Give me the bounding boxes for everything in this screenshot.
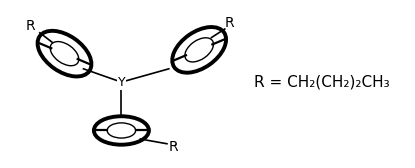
Text: R: R	[169, 140, 178, 154]
Text: Y: Y	[117, 76, 125, 89]
Text: R = CH₂(CH₂)₂CH₃: R = CH₂(CH₂)₂CH₃	[254, 75, 390, 90]
Text: R: R	[225, 16, 234, 30]
Text: R: R	[26, 19, 35, 33]
